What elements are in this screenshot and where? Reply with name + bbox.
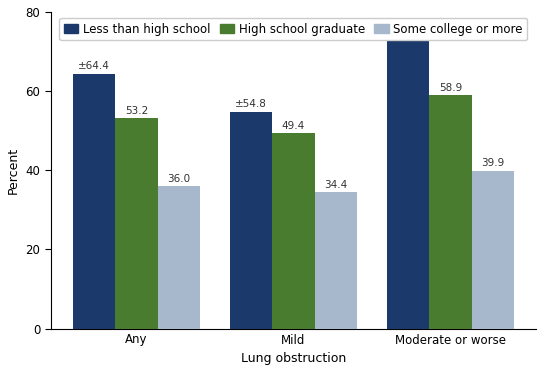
Text: 53.2: 53.2 xyxy=(125,106,148,116)
Text: 36.0: 36.0 xyxy=(167,174,190,184)
Text: 34.4: 34.4 xyxy=(324,180,347,190)
Text: 58.9: 58.9 xyxy=(438,83,462,93)
Bar xyxy=(315,192,357,328)
Bar xyxy=(272,133,315,328)
Bar xyxy=(387,37,429,328)
Text: ±73.7: ±73.7 xyxy=(392,25,424,35)
Bar xyxy=(115,118,157,328)
Text: ±54.8: ±54.8 xyxy=(235,99,267,109)
X-axis label: Lung obstruction: Lung obstruction xyxy=(241,352,346,365)
Text: ±64.4: ±64.4 xyxy=(78,61,110,71)
Y-axis label: Percent: Percent xyxy=(7,147,20,194)
Bar xyxy=(230,112,272,328)
Bar xyxy=(472,171,514,328)
Bar xyxy=(429,96,472,328)
Bar xyxy=(157,186,200,328)
Legend: Less than high school, High school graduate, Some college or more: Less than high school, High school gradu… xyxy=(59,18,528,40)
Text: 49.4: 49.4 xyxy=(282,121,305,131)
Bar xyxy=(73,74,115,328)
Text: 39.9: 39.9 xyxy=(481,158,505,168)
